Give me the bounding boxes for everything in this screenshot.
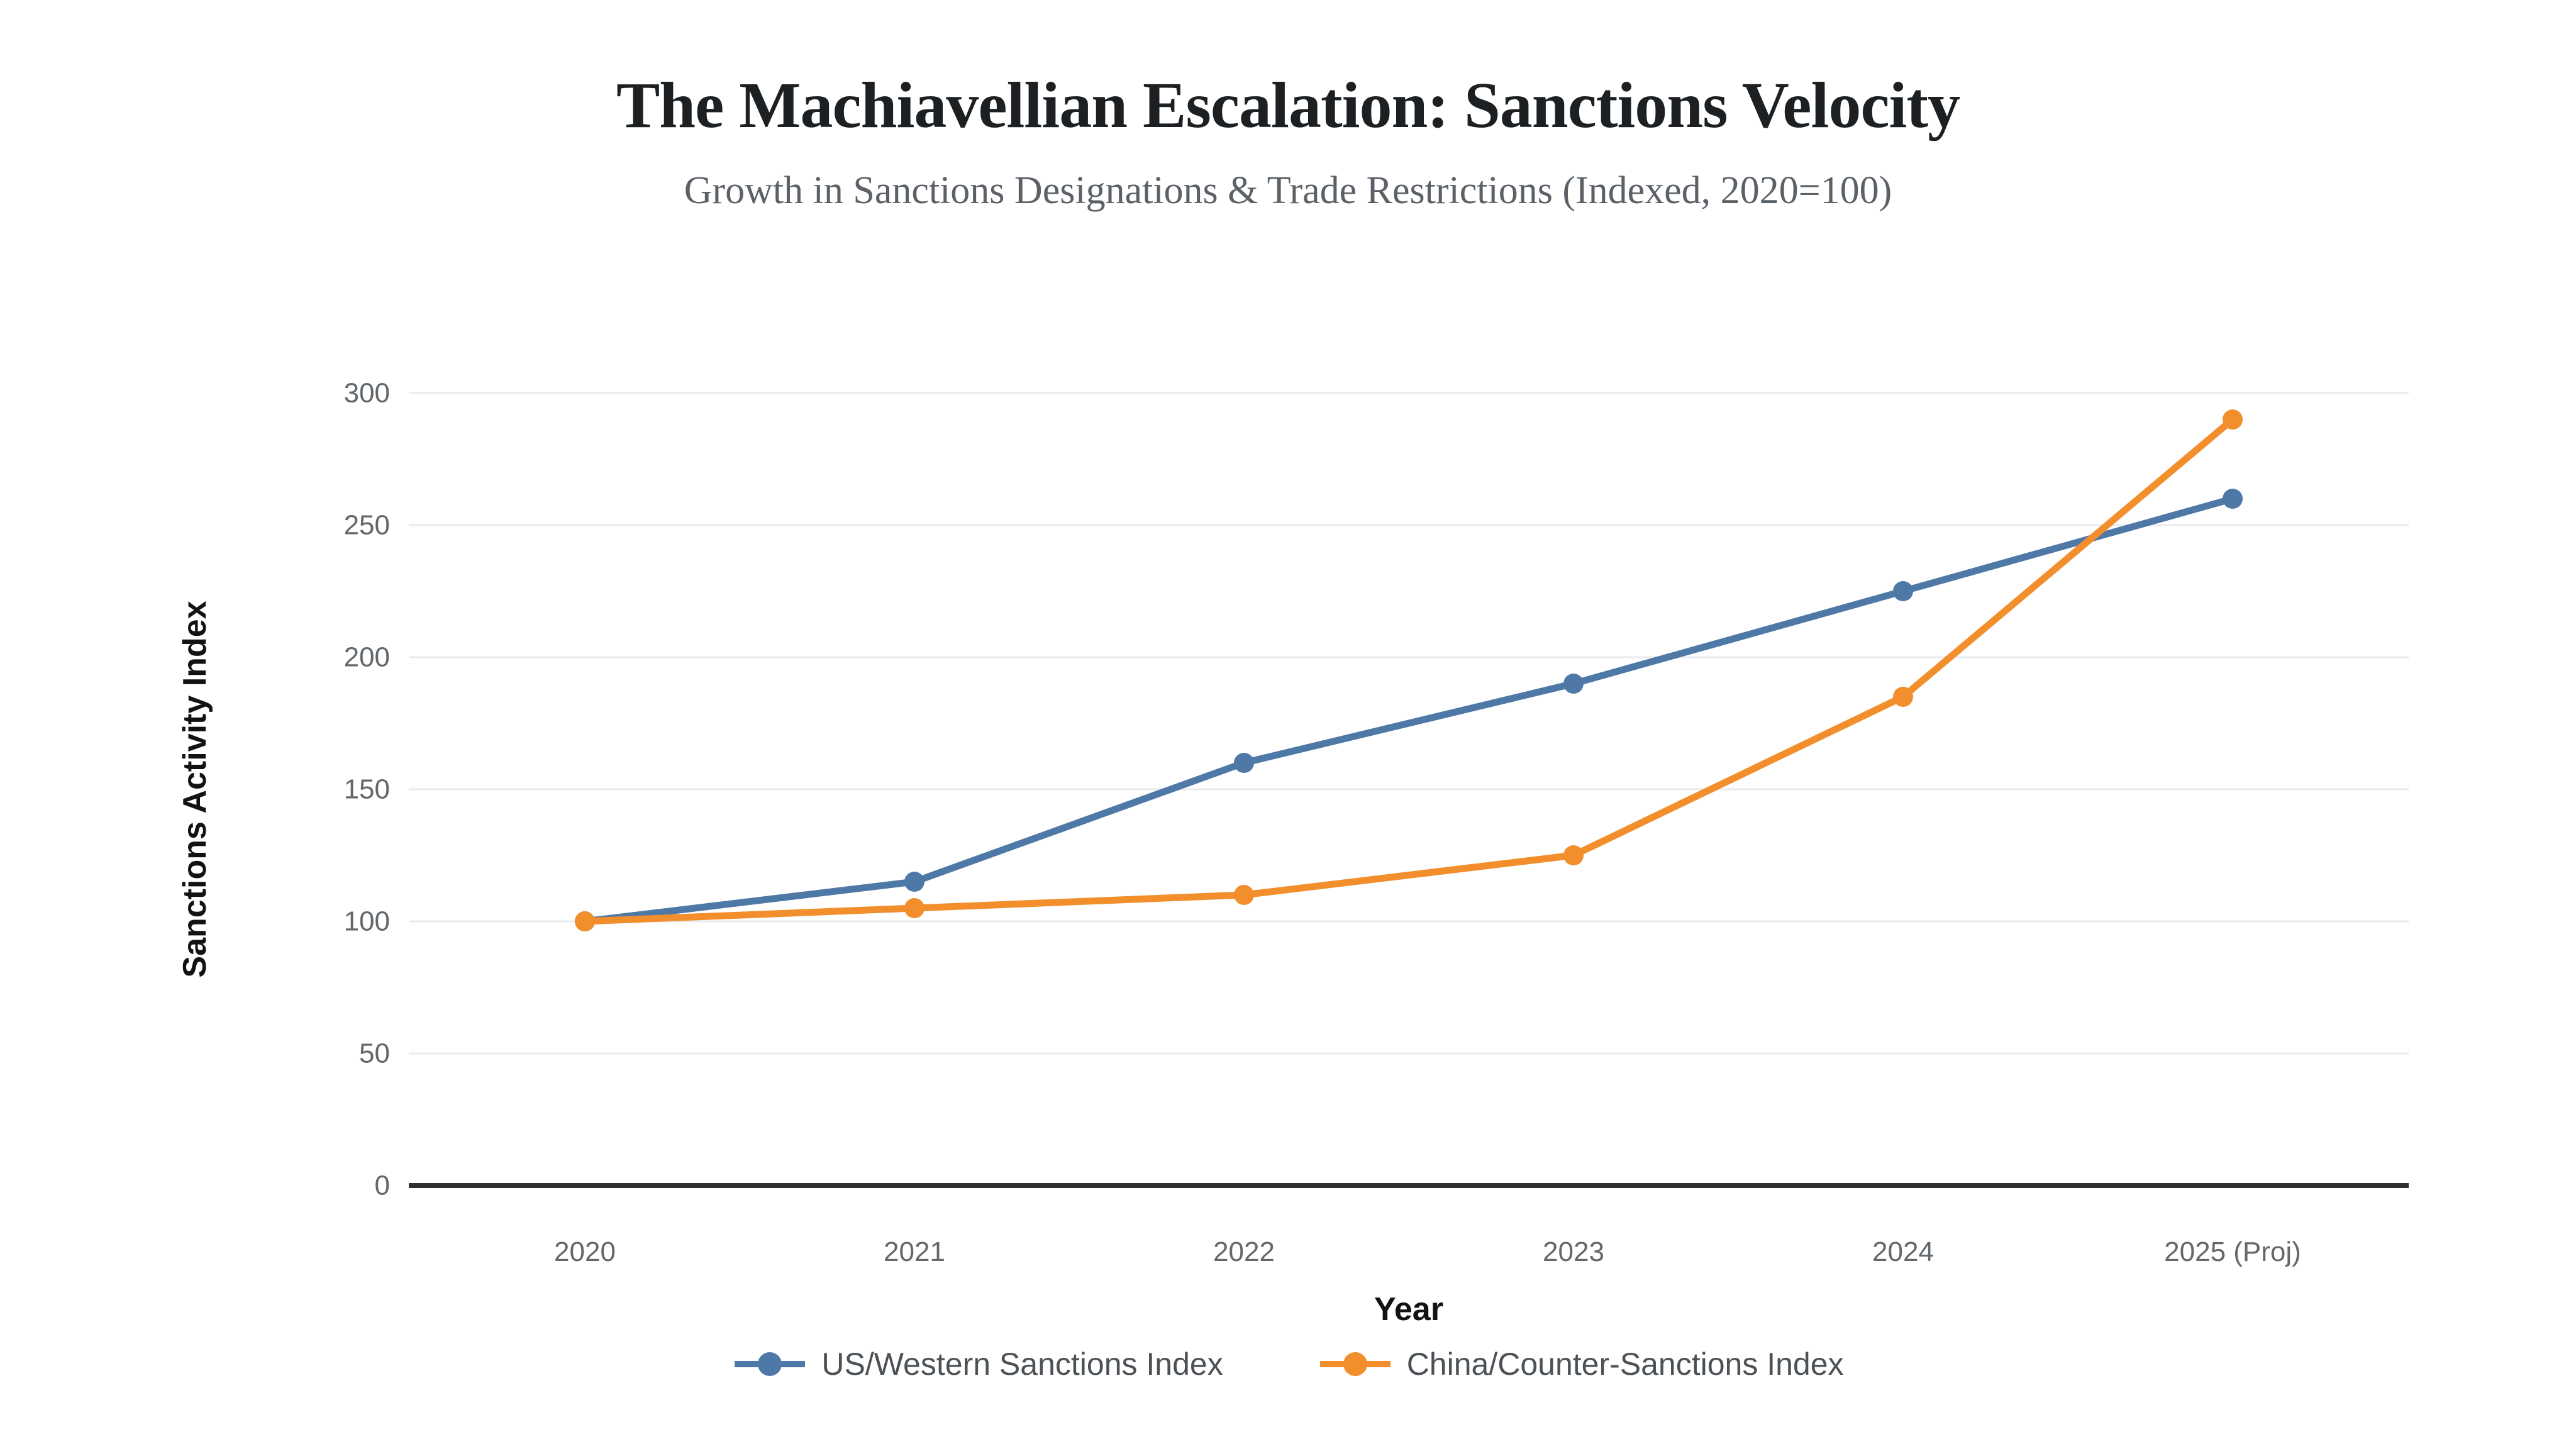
y-tick-label-0: 0 xyxy=(375,1170,390,1201)
data-point-s1-2 xyxy=(1234,885,1254,905)
y-tick-label-200: 200 xyxy=(344,642,390,673)
x-tick-label-0: 2020 xyxy=(554,1236,616,1267)
legend: US/Western Sanctions Index China/Counter… xyxy=(0,1346,2576,1382)
data-point-s1-5 xyxy=(2223,409,2243,430)
data-point-s0-4 xyxy=(1893,581,1913,601)
legend-label: US/Western Sanctions Index xyxy=(821,1346,1223,1382)
chart-subtitle: Growth in Sanctions Designations & Trade… xyxy=(684,169,1892,212)
legend-label: China/Counter-Sanctions Index xyxy=(1406,1346,1844,1382)
x-tick-label-1: 2021 xyxy=(884,1236,945,1267)
y-tick-label-300: 300 xyxy=(344,378,390,409)
data-point-s0-1 xyxy=(904,872,924,892)
legend-item-us-western: US/Western Sanctions Index xyxy=(732,1346,1223,1382)
data-point-s1-1 xyxy=(904,898,924,918)
data-point-s1-0 xyxy=(575,911,595,931)
x-axis-title: Year xyxy=(1374,1291,1443,1328)
x-tick-label-5: 2025 (Proj) xyxy=(2164,1236,2301,1267)
data-point-s1-4 xyxy=(1893,687,1913,707)
legend-item-china-counter: China/Counter-Sanctions Index xyxy=(1318,1346,1844,1382)
legend-line-dot-icon xyxy=(735,1352,806,1376)
data-point-s0-3 xyxy=(1563,674,1584,694)
y-tick-label-250: 250 xyxy=(344,510,390,541)
x-tick-label-4: 2024 xyxy=(1872,1236,1934,1267)
series-line-1 xyxy=(581,416,2236,925)
data-point-s0-5 xyxy=(2223,489,2243,509)
y-tick-label-150: 150 xyxy=(344,774,390,805)
data-point-s0-2 xyxy=(1234,753,1254,773)
series-line-0 xyxy=(581,495,2236,925)
chart-title: The Machiavellian Escalation: Sanctions … xyxy=(616,69,1960,142)
y-tick-label-100: 100 xyxy=(344,906,390,937)
x-tick-label-3: 2023 xyxy=(1543,1236,1604,1267)
y-tick-label-50: 50 xyxy=(359,1038,390,1069)
legend-line-dot-icon xyxy=(1319,1352,1391,1376)
data-point-s1-3 xyxy=(1563,845,1584,865)
x-tick-label-2: 2022 xyxy=(1213,1236,1275,1267)
